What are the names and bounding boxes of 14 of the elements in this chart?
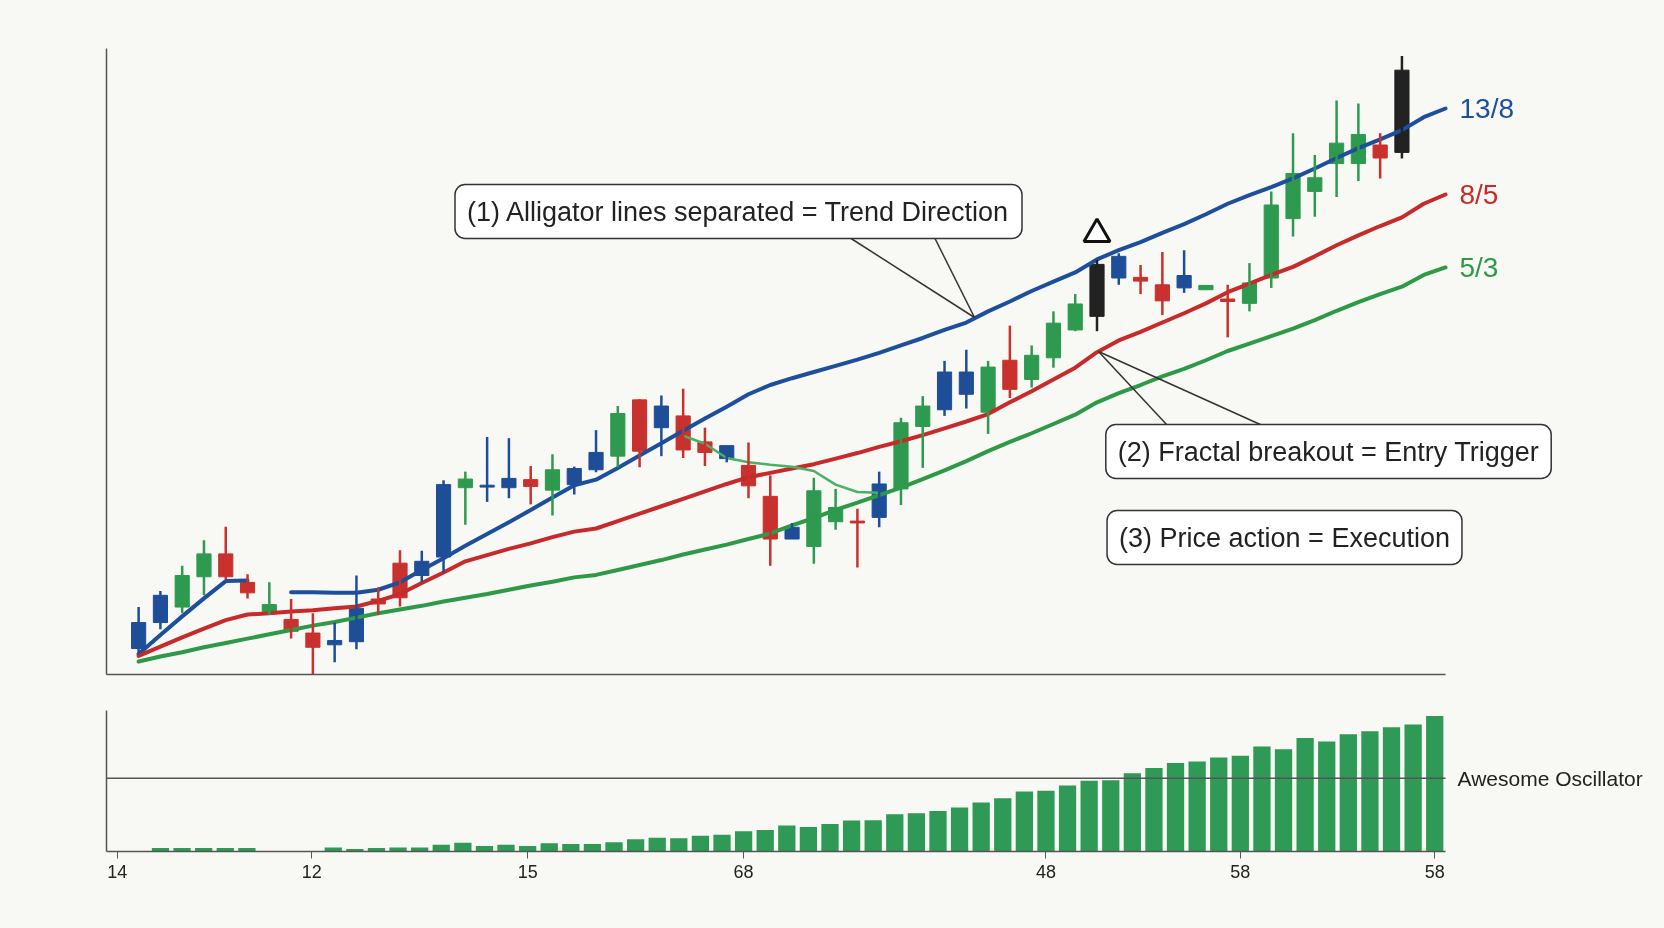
x-tick-label: 15 bbox=[517, 861, 538, 882]
series-label: 8/5 bbox=[1459, 178, 1499, 210]
x-tick-label: 68 bbox=[733, 861, 754, 882]
annotation: (2) Fractal breakout = Entry Trigger bbox=[1117, 436, 1539, 467]
x-tick-label: 48 bbox=[1035, 861, 1056, 882]
x-tick-label: 12 bbox=[301, 861, 322, 882]
x-tick-label: 14 bbox=[107, 861, 128, 882]
series-label: 5/3 bbox=[1459, 251, 1499, 283]
annotation: (1) Alligator lines separated = Trend Direction bbox=[467, 196, 1009, 227]
annotation: (3) Price action = Execution bbox=[1119, 522, 1450, 553]
x-tick-label: 58 bbox=[1230, 861, 1251, 882]
x-tick-label: 58 bbox=[1424, 861, 1445, 882]
series-label: 13/8 bbox=[1459, 93, 1514, 124]
ref-line-label: Awesome Oscillator bbox=[1457, 766, 1643, 790]
